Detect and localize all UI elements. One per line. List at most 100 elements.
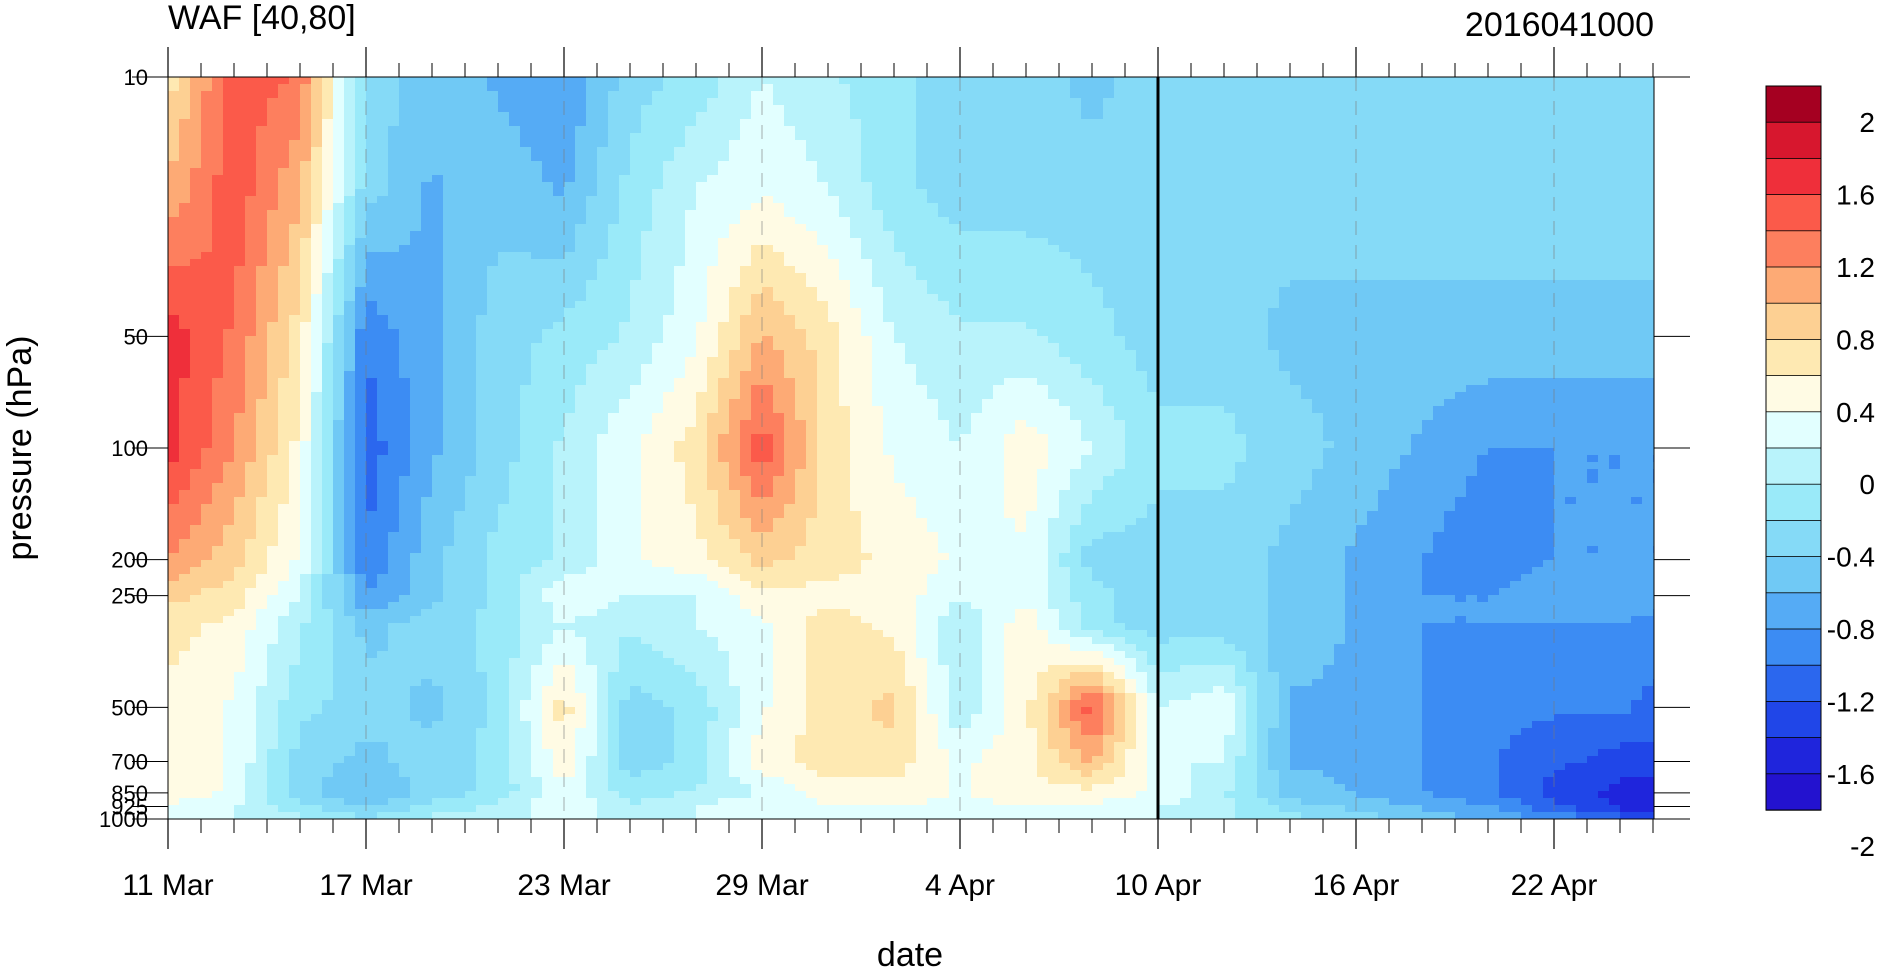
field-cell [872, 105, 884, 113]
field-cell [355, 217, 367, 225]
field-cell [355, 287, 367, 295]
field-cell [223, 315, 235, 323]
field-cell [1279, 203, 1291, 211]
field-cell [740, 140, 752, 148]
field-cell [1015, 147, 1027, 155]
field-cell [1576, 196, 1588, 204]
field-cell [1356, 196, 1368, 204]
field-cell [872, 189, 884, 197]
field-cell [1631, 294, 1643, 302]
field-cell [542, 133, 554, 141]
field-cell [586, 154, 598, 162]
field-cell [630, 98, 642, 106]
field-cell [487, 245, 499, 253]
field-cell [1510, 231, 1522, 239]
field-cell [1576, 287, 1588, 295]
field-cell [1180, 224, 1192, 232]
field-cell [1312, 224, 1324, 232]
field-cell [773, 105, 785, 113]
field-cell [201, 224, 213, 232]
field-cell [1543, 91, 1555, 99]
field-cell [1345, 231, 1357, 239]
field-cell [1587, 322, 1599, 330]
field-cell [608, 196, 620, 204]
field-cell [894, 301, 906, 309]
field-cell [773, 140, 785, 148]
field-cell [1169, 231, 1181, 239]
field-cell [641, 91, 653, 99]
field-cell [718, 217, 730, 225]
field-cell [190, 196, 202, 204]
field-cell [872, 147, 884, 155]
field-cell [938, 84, 950, 92]
field-cell [1466, 210, 1478, 218]
field-cell [839, 294, 851, 302]
field-cell [1092, 168, 1104, 176]
field-cell [685, 140, 697, 148]
field-cell [388, 224, 400, 232]
field-cell [916, 294, 928, 302]
field-cell [1521, 315, 1533, 323]
field-cell [311, 287, 323, 295]
field-cell [1015, 245, 1027, 253]
field-cell [1180, 91, 1192, 99]
field-cell [1169, 329, 1181, 337]
field-cell [1433, 273, 1445, 281]
field-cell [344, 84, 356, 92]
field-cell [806, 280, 818, 288]
field-cell [1455, 161, 1467, 169]
field-cell [1488, 266, 1500, 274]
field-cell [872, 168, 884, 176]
field-cell [1411, 189, 1423, 197]
field-cell [751, 84, 763, 92]
field-cell [1312, 147, 1324, 155]
field-cell [630, 238, 642, 246]
field-cell [245, 189, 257, 197]
field-cell [773, 203, 785, 211]
field-cell [751, 224, 763, 232]
field-cell [443, 308, 455, 316]
field-cell [366, 280, 378, 288]
field-cell [223, 266, 235, 274]
field-cell [1499, 224, 1511, 232]
field-cell [487, 77, 499, 85]
field-cell [685, 322, 697, 330]
field-cell [1554, 91, 1566, 99]
field-cell [1466, 245, 1478, 253]
field-cell [1455, 252, 1467, 260]
field-cell [1455, 189, 1467, 197]
field-cell [388, 315, 400, 323]
field-cell [388, 161, 400, 169]
field-cell [454, 280, 466, 288]
field-cell [234, 259, 246, 267]
field-cell [443, 168, 455, 176]
field-cell [245, 133, 257, 141]
field-cell [542, 308, 554, 316]
field-cell [1092, 301, 1104, 309]
field-cell [718, 322, 730, 330]
field-cell [1202, 196, 1214, 204]
field-cell [1103, 161, 1115, 169]
field-cell [1290, 259, 1302, 267]
field-cell [1587, 161, 1599, 169]
field-cell [1521, 147, 1533, 155]
field-cell [465, 294, 477, 302]
field-cell [256, 259, 268, 267]
field-cell [1279, 315, 1291, 323]
field-cell [1180, 147, 1192, 155]
field-cell [179, 98, 191, 106]
field-cell [927, 168, 939, 176]
field-cell [531, 154, 543, 162]
field-cell [751, 203, 763, 211]
field-cell [1202, 133, 1214, 141]
field-cell [1059, 231, 1071, 239]
field-cell [1631, 168, 1643, 176]
field-cell [1213, 315, 1225, 323]
field-cell [1499, 203, 1511, 211]
field-cell [212, 133, 224, 141]
field-cell [520, 273, 532, 281]
field-cell [1389, 315, 1401, 323]
field-cell [1488, 301, 1500, 309]
field-cell [652, 196, 664, 204]
field-cell [707, 238, 719, 246]
